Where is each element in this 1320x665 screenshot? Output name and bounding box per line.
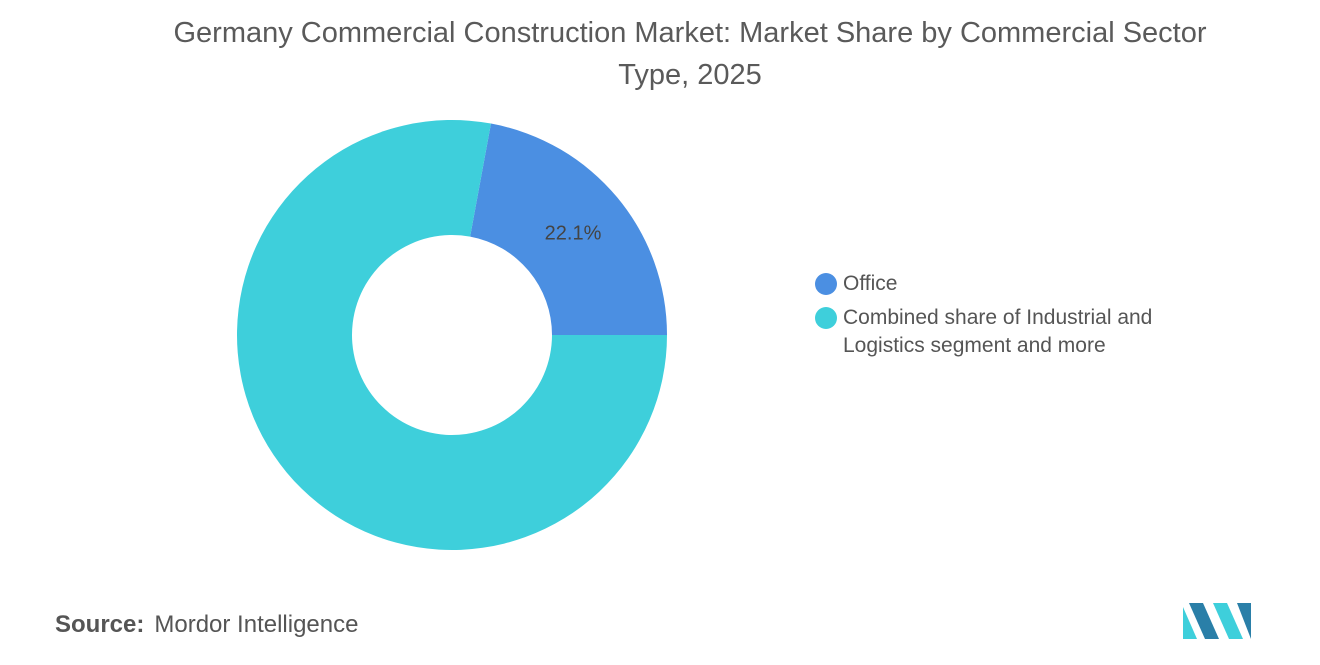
legend-label: Office [843, 272, 898, 295]
slice [237, 120, 667, 551]
slice [470, 123, 667, 335]
legend-entry: Office [815, 270, 1195, 298]
legend: Office Combined share of Industrial and L… [815, 270, 1195, 366]
legend-marker [815, 307, 837, 329]
legend-marker [815, 273, 837, 295]
source: Source: Mordor Intelligence [55, 611, 358, 639]
source-label: Source: [55, 611, 145, 638]
data-label: 22.1% [545, 223, 602, 245]
legend-label: Combined share of Industrial and Logisti… [843, 306, 1153, 357]
source-text: Mordor Intelligence [154, 611, 359, 638]
chart-title: Germany Commercial Construction Market: … [173, 17, 1207, 91]
logo [1183, 603, 1251, 639]
legend-entry: Combined share of Industrial and Logisti… [815, 304, 1195, 360]
